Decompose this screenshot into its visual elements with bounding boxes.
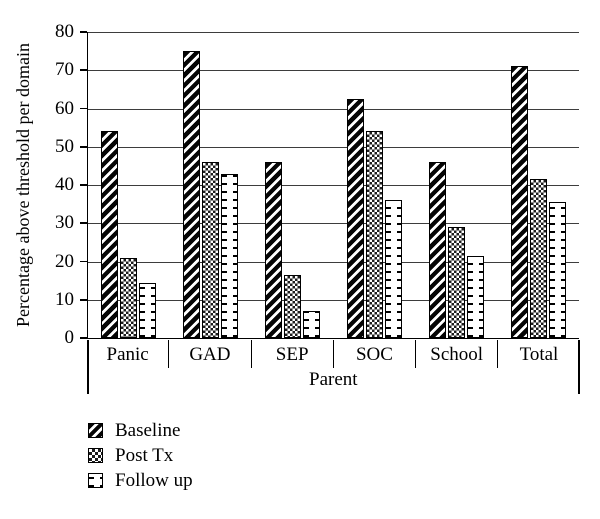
bar-follow-up-total bbox=[548, 202, 566, 338]
gridline-y20 bbox=[88, 261, 579, 263]
legend: Baseline Post Tx Follow up bbox=[88, 420, 193, 497]
bar-post-tx-soc bbox=[365, 131, 383, 338]
category-label-sep: SEP bbox=[252, 339, 334, 368]
y-tick-mark bbox=[80, 298, 87, 301]
y-tick-label: 30 bbox=[55, 212, 74, 234]
category-label-soc: SOC bbox=[334, 339, 417, 368]
axis-boundary-line-left bbox=[87, 339, 89, 394]
bar-baseline-soc bbox=[346, 98, 364, 338]
bar-follow-up-soc bbox=[384, 200, 402, 338]
gridline-y40 bbox=[88, 185, 579, 186]
y-tick-mark bbox=[80, 69, 87, 72]
gridline-y60 bbox=[88, 108, 579, 110]
category-axis: Panic GAD SEP SOC School Total bbox=[87, 339, 580, 368]
bar-post-tx-sep bbox=[284, 274, 302, 338]
y-tick-label: 70 bbox=[55, 59, 74, 81]
legend-label: Baseline bbox=[115, 420, 181, 441]
plot-area bbox=[87, 32, 579, 339]
bar-follow-up-panic bbox=[139, 282, 157, 338]
y-tick-label: 80 bbox=[55, 21, 74, 42]
bar-post-tx-total bbox=[529, 179, 547, 338]
bar-post-tx-panic bbox=[120, 257, 138, 338]
y-tick-mark bbox=[80, 184, 87, 186]
y-tick-mark bbox=[80, 260, 87, 263]
bar-post-tx-gad bbox=[202, 162, 220, 338]
category-label-gad: GAD bbox=[169, 339, 252, 368]
dashed-dots-swatch-icon bbox=[88, 473, 103, 488]
gridline-y30 bbox=[88, 223, 579, 225]
y-tick-mark bbox=[80, 337, 87, 339]
y-tick-mark bbox=[80, 222, 87, 225]
legend-label: Follow up bbox=[115, 470, 193, 491]
y-tick-mark bbox=[80, 107, 87, 110]
bar-follow-up-gad bbox=[221, 173, 239, 338]
y-tick-mark bbox=[80, 145, 87, 148]
x-axis-group-label: Parent bbox=[309, 369, 358, 390]
y-tick-label: 0 bbox=[64, 327, 75, 348]
checkerboard-swatch-icon bbox=[88, 448, 103, 463]
y-tick-label: 40 bbox=[55, 174, 74, 195]
bar-follow-up-school bbox=[466, 255, 484, 338]
legend-item-post-tx: Post Tx bbox=[88, 445, 193, 466]
gridline-y70 bbox=[88, 70, 579, 72]
legend-item-follow-up: Follow up bbox=[88, 470, 193, 491]
category-label-total: Total bbox=[519, 343, 559, 365]
y-tick-label: 10 bbox=[55, 288, 74, 310]
legend-item-baseline: Baseline bbox=[88, 420, 193, 441]
category-label-school: School bbox=[416, 339, 499, 368]
legend-label: Post Tx bbox=[115, 445, 174, 466]
bar-follow-up-sep bbox=[303, 311, 321, 338]
y-tick-label: 50 bbox=[55, 135, 74, 157]
gridline-y80 bbox=[88, 32, 579, 33]
bar-baseline-gad bbox=[183, 51, 201, 338]
bar-baseline-sep bbox=[265, 162, 283, 338]
y-tick-mark bbox=[80, 31, 87, 33]
bar-baseline-total bbox=[510, 66, 528, 338]
bar-baseline-school bbox=[428, 162, 446, 338]
category-label-panic: Panic bbox=[87, 339, 170, 368]
gridline-y10 bbox=[88, 299, 579, 301]
gridline-y50 bbox=[88, 146, 579, 148]
bar-post-tx-school bbox=[447, 227, 465, 338]
diagonal-hatch-swatch-icon bbox=[88, 423, 103, 438]
y-tick-label: 60 bbox=[55, 97, 74, 119]
y-tick-label: 20 bbox=[55, 250, 74, 272]
axis-boundary-line-right bbox=[578, 339, 580, 394]
bar-baseline-panic bbox=[101, 131, 119, 338]
